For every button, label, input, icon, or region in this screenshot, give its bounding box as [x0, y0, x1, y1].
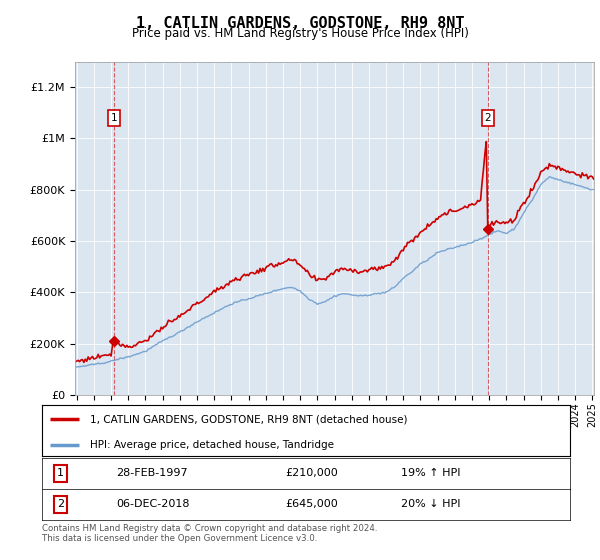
- Text: 19% ↑ HPI: 19% ↑ HPI: [401, 469, 461, 478]
- Text: HPI: Average price, detached house, Tandridge: HPI: Average price, detached house, Tand…: [89, 440, 334, 450]
- Text: 06-DEC-2018: 06-DEC-2018: [116, 500, 190, 509]
- Text: 20% ↓ HPI: 20% ↓ HPI: [401, 500, 461, 509]
- Text: Contains HM Land Registry data © Crown copyright and database right 2024.
This d: Contains HM Land Registry data © Crown c…: [42, 524, 377, 543]
- Text: £645,000: £645,000: [285, 500, 338, 509]
- Text: 2: 2: [484, 113, 491, 123]
- Text: Price paid vs. HM Land Registry's House Price Index (HPI): Price paid vs. HM Land Registry's House …: [131, 27, 469, 40]
- Text: 1, CATLIN GARDENS, GODSTONE, RH9 8NT (detached house): 1, CATLIN GARDENS, GODSTONE, RH9 8NT (de…: [89, 414, 407, 424]
- Text: 1: 1: [110, 113, 117, 123]
- Text: 1: 1: [57, 469, 64, 478]
- Text: 1, CATLIN GARDENS, GODSTONE, RH9 8NT: 1, CATLIN GARDENS, GODSTONE, RH9 8NT: [136, 16, 464, 31]
- Text: 28-FEB-1997: 28-FEB-1997: [116, 469, 188, 478]
- Text: £210,000: £210,000: [285, 469, 338, 478]
- Text: 2: 2: [57, 500, 64, 509]
